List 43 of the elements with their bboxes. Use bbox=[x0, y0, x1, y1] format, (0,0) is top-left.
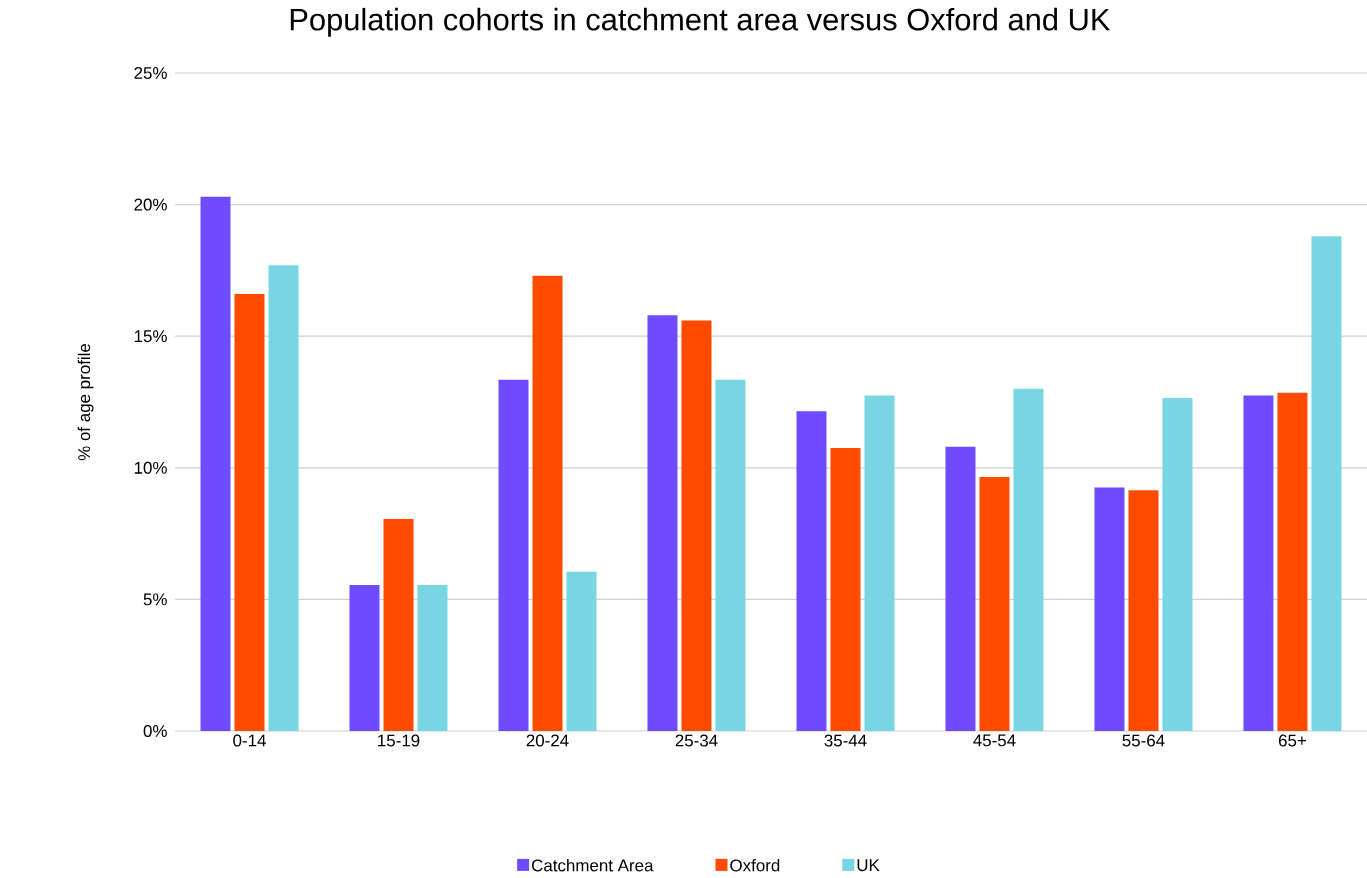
bar bbox=[1013, 388, 1044, 731]
x-tick-label: 35-44 bbox=[824, 734, 867, 747]
x-tick-label: 25-34 bbox=[675, 734, 718, 747]
bar bbox=[945, 446, 976, 731]
y-tick-label: 10% bbox=[134, 461, 167, 474]
y-axis-title: % of age profile bbox=[77, 343, 94, 461]
x-tick-label: 55-64 bbox=[1122, 734, 1165, 747]
bar bbox=[268, 265, 299, 731]
chart-title: Population cohorts in catchment area versus Oxford and UK bbox=[290, 7, 1111, 37]
bar bbox=[1277, 392, 1308, 731]
bar bbox=[647, 315, 678, 731]
bar bbox=[979, 477, 1010, 731]
x-tick-label: 45-54 bbox=[973, 734, 1016, 747]
y-tick-label: 0% bbox=[143, 725, 167, 737]
bar bbox=[864, 395, 895, 731]
bar bbox=[200, 196, 231, 731]
bar bbox=[715, 379, 746, 731]
bar bbox=[234, 294, 265, 731]
y-tick-label: 15% bbox=[134, 330, 167, 343]
bar bbox=[1094, 487, 1125, 731]
bar bbox=[566, 571, 597, 731]
legend-label: Catchment Area bbox=[531, 859, 654, 872]
y-tick-label: 5% bbox=[143, 593, 167, 606]
y-tick-label: 25% bbox=[134, 67, 167, 79]
bar bbox=[349, 584, 380, 731]
legend-label: UK bbox=[857, 859, 880, 872]
bar bbox=[796, 411, 827, 731]
bar bbox=[498, 379, 529, 731]
bar bbox=[681, 320, 712, 731]
bar bbox=[1243, 395, 1274, 731]
bar bbox=[1162, 398, 1193, 731]
bar bbox=[532, 275, 563, 731]
x-tick-label: 0-14 bbox=[233, 734, 266, 747]
bar bbox=[830, 448, 861, 731]
bar bbox=[383, 519, 414, 731]
bar bbox=[417, 584, 448, 731]
x-tick-label: 65+ bbox=[1278, 734, 1306, 747]
legend-label: Oxford bbox=[730, 859, 780, 872]
x-tick-label: 20-24 bbox=[526, 734, 569, 747]
bar bbox=[1128, 490, 1159, 731]
bar bbox=[1311, 236, 1342, 731]
x-tick-label: 15-19 bbox=[378, 734, 420, 747]
y-tick-label: 20% bbox=[134, 198, 167, 211]
